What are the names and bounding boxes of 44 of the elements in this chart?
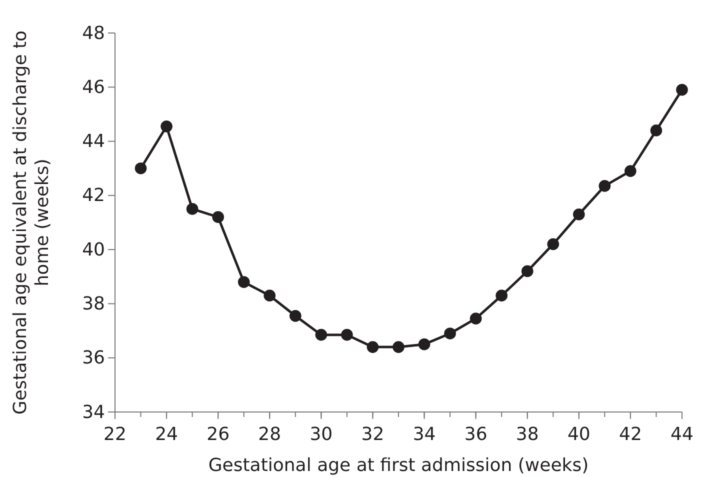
point xyxy=(598,180,611,192)
x-tick-label: 42 xyxy=(619,424,642,445)
x-axis-title: Gestational age at first admission (weeks) xyxy=(208,455,589,476)
y-tick-label: 36 xyxy=(82,348,105,369)
x-tick-label: 44 xyxy=(670,424,694,445)
point xyxy=(264,290,276,302)
y-tick-label: 46 xyxy=(82,76,105,98)
point xyxy=(134,162,147,174)
x-tick-label: 38 xyxy=(516,424,539,445)
point xyxy=(470,312,482,325)
point xyxy=(418,338,430,350)
y-tick-label: 40 xyxy=(82,239,105,260)
x-tick-label: 28 xyxy=(258,424,282,445)
x-tick-label: 36 xyxy=(464,424,488,445)
point xyxy=(547,238,560,250)
point xyxy=(315,328,328,341)
y-axis-title: Gestational age equivalent at discharge to home (weeks) xyxy=(10,30,53,415)
point xyxy=(624,165,636,177)
y-tick-label: 34 xyxy=(82,402,105,423)
point xyxy=(572,208,585,220)
y-tick-label: 48 xyxy=(82,22,105,44)
point xyxy=(186,203,198,215)
x-tick-label: 24 xyxy=(155,424,178,445)
point xyxy=(392,341,404,353)
x-tick-label: 40 xyxy=(567,424,590,445)
point xyxy=(650,124,662,136)
x-tick-label: 30 xyxy=(310,424,333,445)
point xyxy=(289,310,302,322)
y-tick-label: 42 xyxy=(82,185,105,206)
point xyxy=(238,276,250,288)
point xyxy=(444,328,456,340)
point xyxy=(676,84,688,96)
x-tick-label: 22 xyxy=(104,424,126,445)
y-tick-label: 44 xyxy=(82,131,105,152)
x-tick-label: 26 xyxy=(206,424,230,445)
point xyxy=(160,120,172,132)
point xyxy=(521,265,534,278)
point xyxy=(341,328,353,341)
point xyxy=(496,290,508,302)
point xyxy=(212,211,224,223)
x-tick-label: 34 xyxy=(412,424,436,445)
point xyxy=(366,341,379,353)
y-tick-label: 38 xyxy=(82,293,105,314)
x-tick-label: 32 xyxy=(361,424,384,445)
